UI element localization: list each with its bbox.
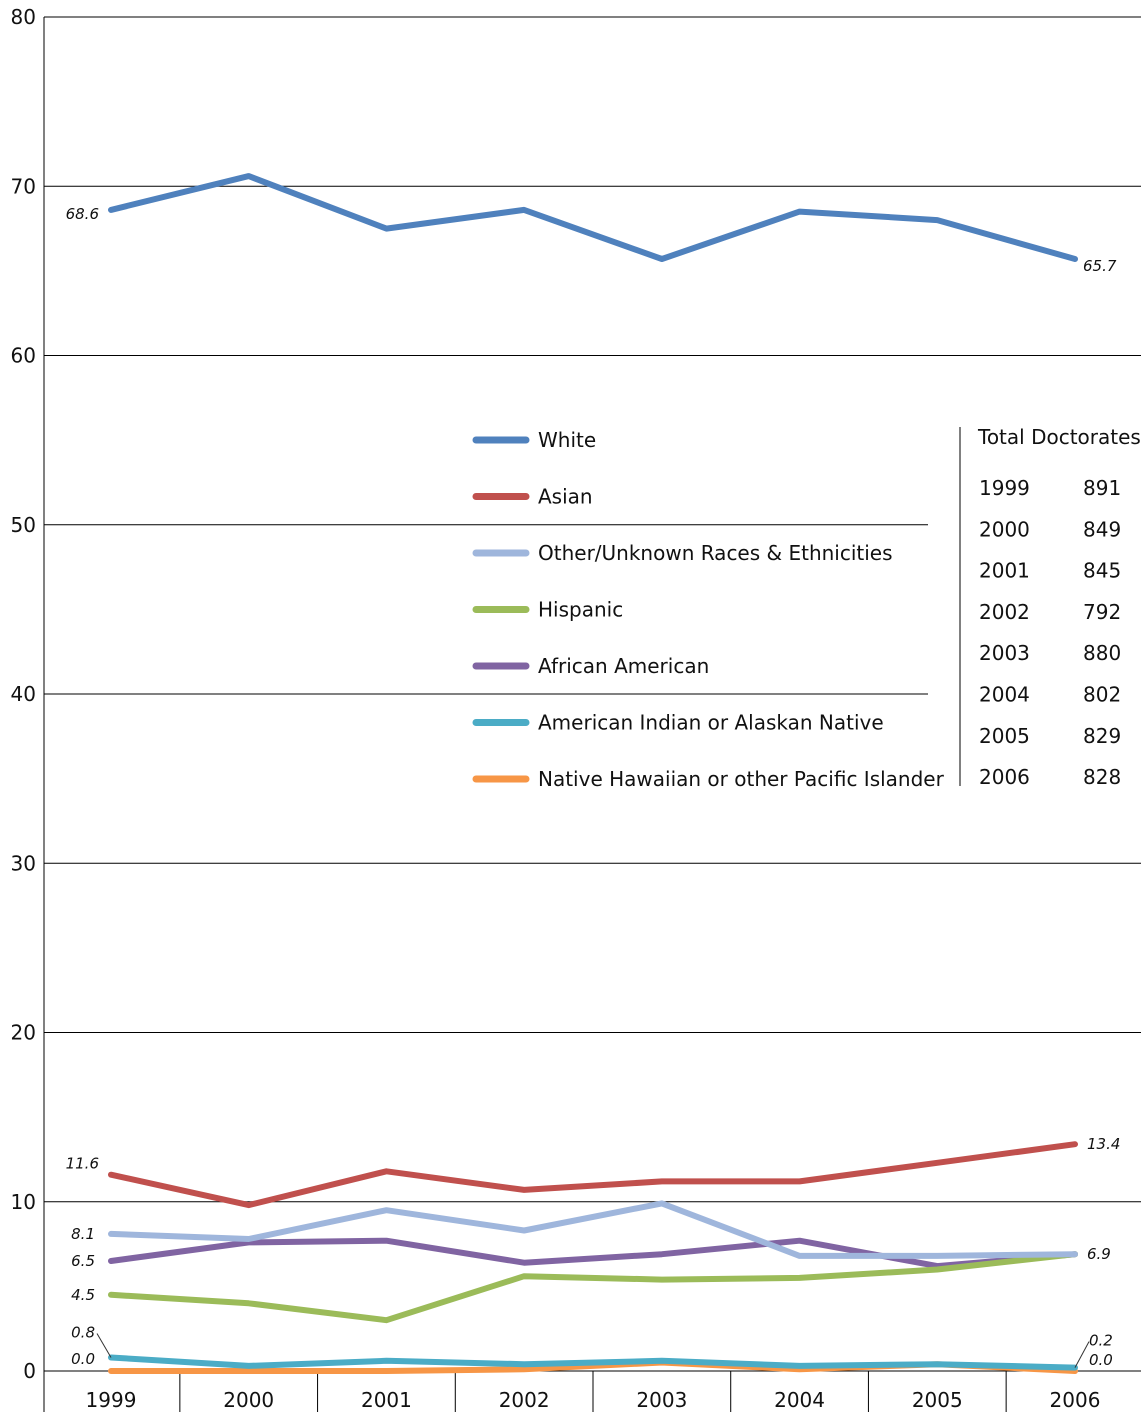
x-tick-label: 2005: [912, 1388, 963, 1412]
table-year: 2005: [979, 724, 1030, 748]
table-year: 2003: [979, 641, 1030, 665]
legend: White Asian Other/Unknown Races & Ethnicit…: [472, 428, 945, 791]
x-tick-label: 2006: [1050, 1388, 1101, 1412]
data-label: 13.4: [1087, 1135, 1120, 1153]
data-label: 11.6: [66, 1155, 99, 1173]
y-tick-label: 40: [11, 682, 36, 706]
y-tick-label: 60: [11, 344, 36, 368]
series-line-white: [108, 173, 1078, 262]
x-tick-label: 1999: [86, 1388, 137, 1412]
legend-label: African American: [538, 654, 709, 678]
table-count: 845: [1083, 559, 1121, 583]
table-year: 2006: [979, 765, 1030, 789]
series-line-hispanic: [108, 1251, 1078, 1324]
x-tick-label: 2001: [361, 1388, 412, 1412]
y-tick-label: 10: [11, 1190, 36, 1214]
data-label: 0.0: [71, 1350, 95, 1368]
y-tick-label: 50: [11, 513, 36, 537]
y-tick-label: 0: [23, 1359, 36, 1383]
table-year: 2001: [979, 559, 1030, 583]
y-tick-label: 20: [11, 1021, 36, 1045]
y-tick-label: 70: [11, 174, 36, 198]
data-label: 0.0: [1089, 1351, 1113, 1369]
y-tick-label: 30: [11, 851, 36, 875]
y-axis: 0 10 20 30 40 50 60 70 80: [11, 5, 36, 1383]
table-count: 880: [1083, 641, 1121, 665]
x-tick-label: 2004: [774, 1388, 825, 1412]
data-label: 65.7: [1083, 257, 1117, 275]
table-year: 1999: [979, 476, 1030, 500]
legend-label: Asian: [538, 485, 593, 509]
x-tick-label: 2000: [223, 1388, 274, 1412]
legend-label: Other/Unknown Races & Ethnicities: [538, 541, 893, 565]
data-label: 0.2: [1089, 1332, 1113, 1350]
y-tick-label: 80: [11, 5, 36, 29]
series-line-other-unknown-races-ethnicities: [108, 1200, 1078, 1259]
data-labels: 68.665.711.613.48.16.54.56.90.80.00.20.0: [66, 205, 1121, 1369]
table-count: 849: [1083, 517, 1121, 541]
series-line-american-indian-or-alaskan-native: [108, 1354, 1078, 1371]
data-label: 68.6: [66, 205, 99, 223]
table-count: 792: [1083, 600, 1121, 624]
total-doctorates-table: Total Doctorates 1999 891 2000 849 2001 845 200…: [959, 425, 1141, 789]
table-year: 2000: [979, 517, 1030, 541]
data-label: 0.8: [71, 1323, 95, 1341]
table-count: 802: [1083, 683, 1121, 707]
data-label: 6.5: [71, 1252, 95, 1270]
table-year: 2002: [979, 600, 1030, 624]
label-leader-line: [96, 1333, 112, 1358]
table-count: 891: [1083, 476, 1121, 500]
x-tick-label: 2002: [499, 1388, 550, 1412]
legend-label: Native Hawaiian or other Pacific Islande…: [538, 767, 945, 791]
data-label: 6.9: [1087, 1245, 1111, 1263]
table-count: 829: [1083, 724, 1121, 748]
x-axis: 1999 2000 2001 2002 2003 2004 2005 2006: [86, 1371, 1101, 1412]
legend-label: American Indian or Alaskan Native: [538, 711, 884, 735]
table-count: 828: [1083, 765, 1121, 789]
data-label: 4.5: [71, 1286, 95, 1304]
series-line-asian: [108, 1141, 1078, 1209]
series-line-african-american: [108, 1237, 1078, 1270]
data-label: 8.1: [71, 1225, 95, 1243]
table-title: Total Doctorates: [977, 425, 1141, 449]
x-tick-label: 2003: [636, 1388, 687, 1412]
legend-label: White: [538, 428, 596, 452]
table-year: 2004: [979, 683, 1030, 707]
legend-label: Hispanic: [538, 598, 623, 622]
series-lines: [108, 173, 1078, 1374]
label-leader-line: [1074, 1341, 1090, 1368]
